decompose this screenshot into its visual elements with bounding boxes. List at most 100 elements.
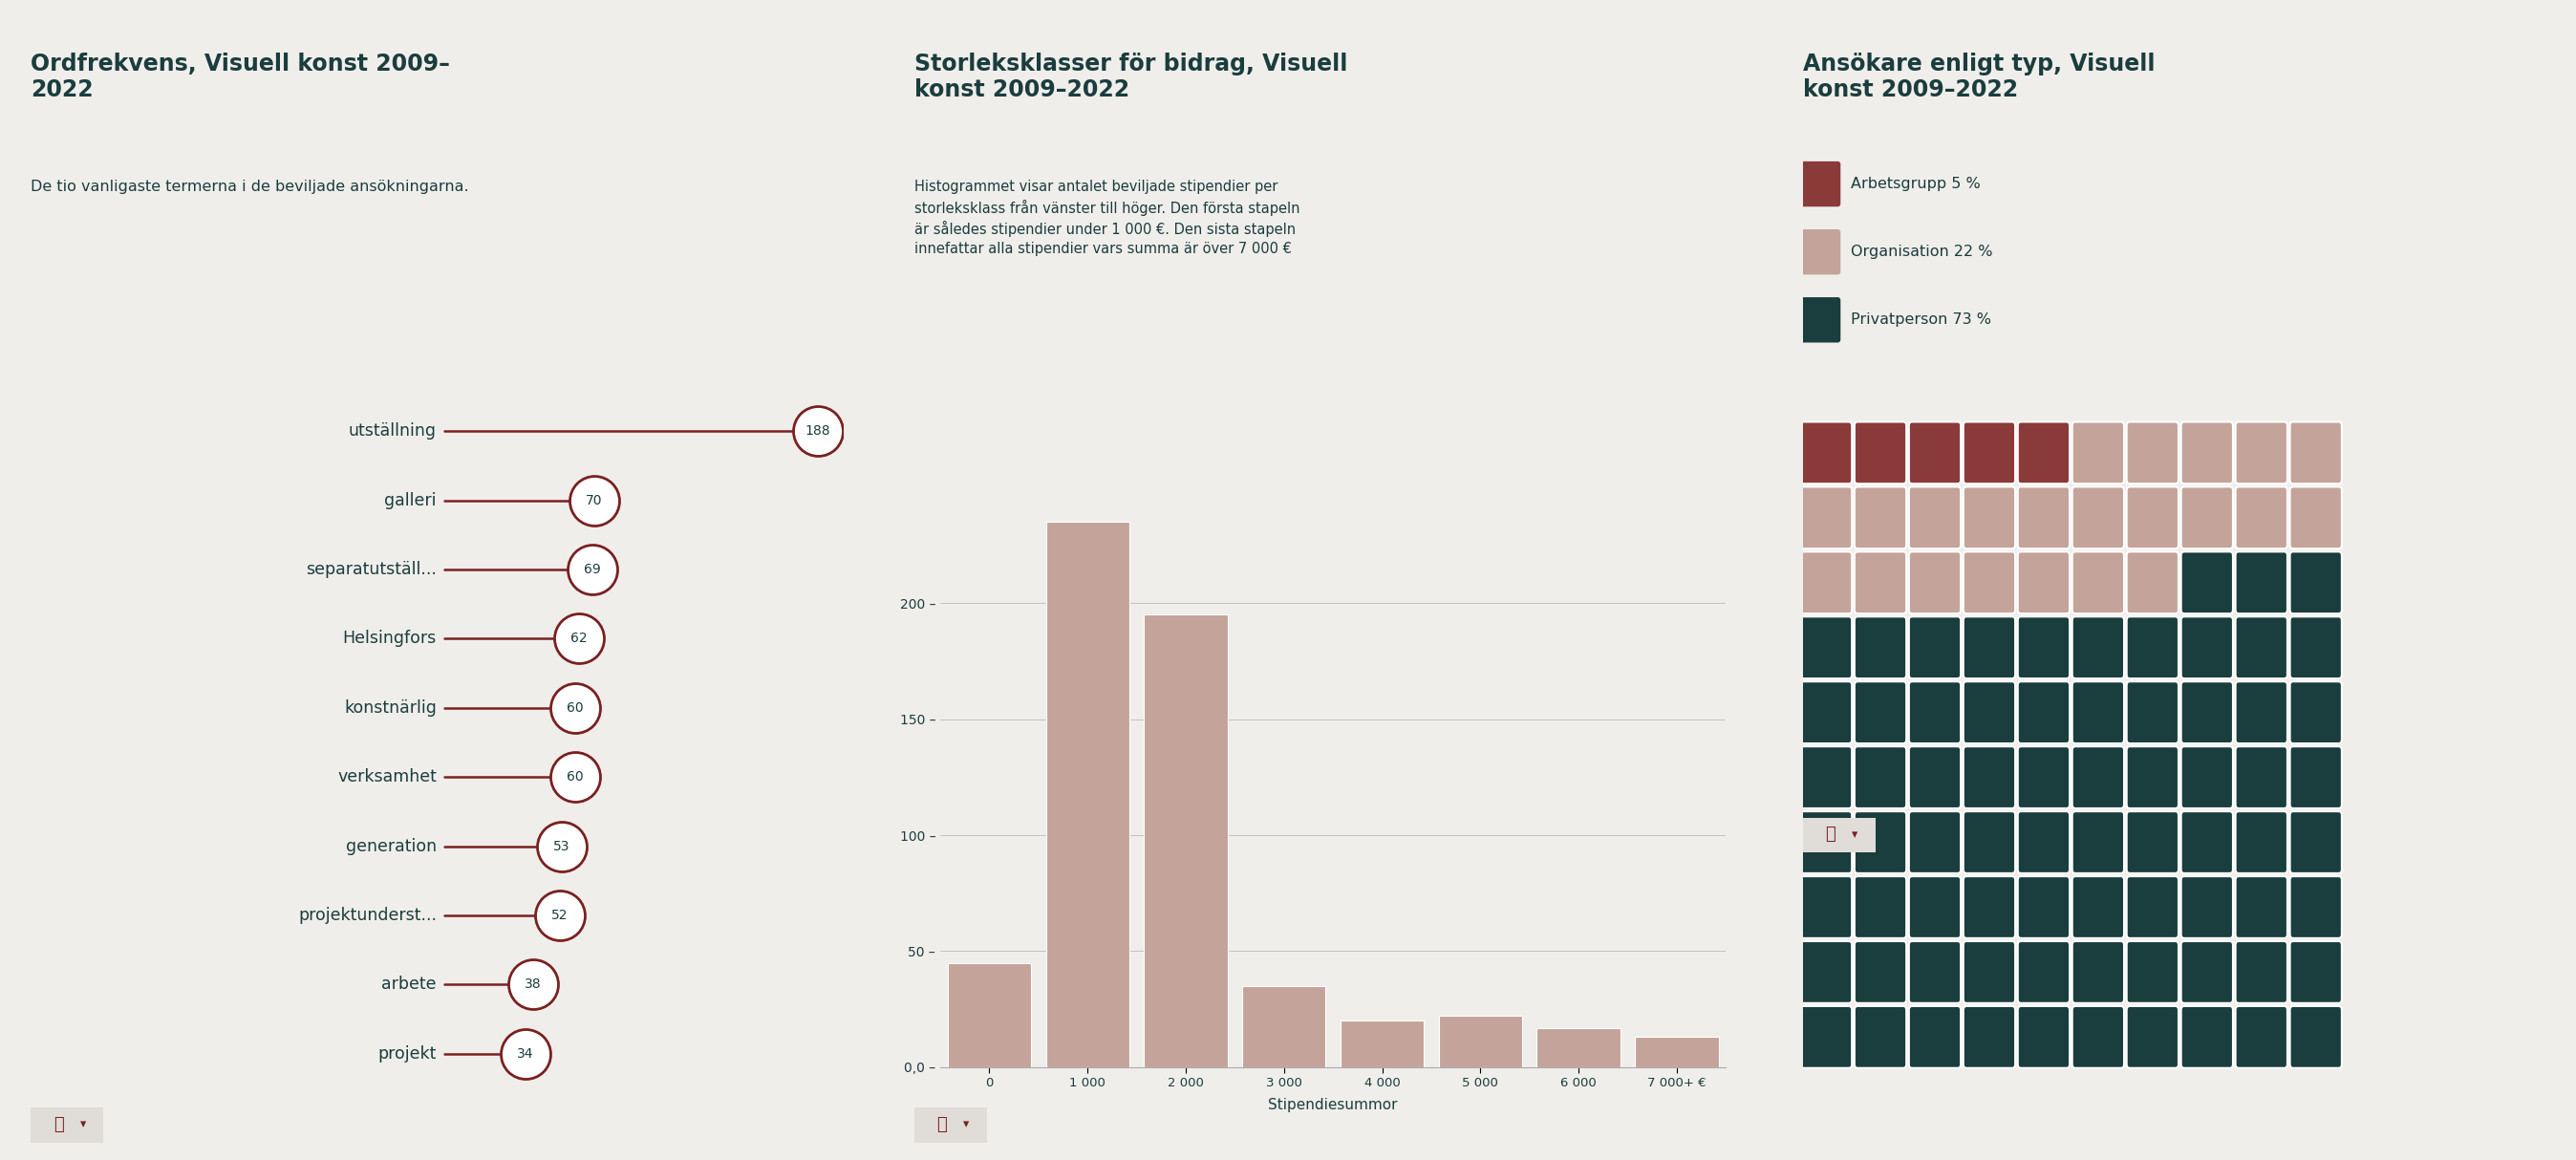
Text: generation: generation bbox=[345, 838, 438, 855]
FancyBboxPatch shape bbox=[2071, 811, 2125, 873]
FancyBboxPatch shape bbox=[1801, 811, 1852, 873]
FancyBboxPatch shape bbox=[1855, 487, 1906, 549]
FancyBboxPatch shape bbox=[2017, 682, 2069, 744]
FancyBboxPatch shape bbox=[1801, 1006, 1852, 1068]
Bar bbox=[1242, 986, 1327, 1067]
Point bbox=[554, 698, 595, 717]
FancyBboxPatch shape bbox=[2236, 876, 2287, 938]
FancyBboxPatch shape bbox=[1963, 811, 2014, 873]
FancyBboxPatch shape bbox=[1801, 682, 1852, 744]
FancyBboxPatch shape bbox=[1963, 941, 2014, 1003]
FancyBboxPatch shape bbox=[2290, 746, 2342, 809]
FancyBboxPatch shape bbox=[1963, 876, 2014, 938]
Point bbox=[513, 976, 554, 994]
FancyBboxPatch shape bbox=[2290, 617, 2342, 679]
FancyBboxPatch shape bbox=[2290, 811, 2342, 873]
Text: 34: 34 bbox=[518, 1047, 533, 1060]
FancyBboxPatch shape bbox=[2017, 552, 2069, 614]
FancyBboxPatch shape bbox=[1909, 746, 1960, 809]
Text: 188: 188 bbox=[806, 425, 829, 437]
FancyBboxPatch shape bbox=[2071, 746, 2125, 809]
FancyBboxPatch shape bbox=[2236, 746, 2287, 809]
Text: 62: 62 bbox=[569, 632, 587, 645]
FancyBboxPatch shape bbox=[2290, 422, 2342, 484]
FancyBboxPatch shape bbox=[2182, 811, 2233, 873]
FancyBboxPatch shape bbox=[2236, 682, 2287, 744]
FancyBboxPatch shape bbox=[1909, 422, 1960, 484]
FancyBboxPatch shape bbox=[1963, 682, 2014, 744]
FancyBboxPatch shape bbox=[1909, 617, 1960, 679]
FancyBboxPatch shape bbox=[2128, 746, 2179, 809]
Point bbox=[538, 906, 580, 925]
FancyBboxPatch shape bbox=[1801, 297, 1839, 342]
FancyBboxPatch shape bbox=[2290, 552, 2342, 614]
FancyBboxPatch shape bbox=[1801, 746, 1852, 809]
FancyBboxPatch shape bbox=[2128, 422, 2179, 484]
FancyBboxPatch shape bbox=[2236, 617, 2287, 679]
FancyBboxPatch shape bbox=[1801, 617, 1852, 679]
FancyBboxPatch shape bbox=[1963, 1006, 2014, 1068]
Text: 60: 60 bbox=[567, 701, 582, 715]
Text: arbete: arbete bbox=[381, 976, 438, 993]
Text: ▾: ▾ bbox=[80, 1118, 85, 1131]
FancyBboxPatch shape bbox=[1909, 876, 1960, 938]
Point bbox=[799, 422, 840, 441]
Text: ▾: ▾ bbox=[963, 1118, 969, 1131]
Text: De tio vanligaste termerna i de beviljade ansökningarna.: De tio vanligaste termerna i de beviljad… bbox=[31, 180, 469, 194]
FancyBboxPatch shape bbox=[2071, 682, 2125, 744]
FancyBboxPatch shape bbox=[2182, 487, 2233, 549]
FancyBboxPatch shape bbox=[2071, 876, 2125, 938]
Text: ⤓: ⤓ bbox=[54, 1116, 64, 1133]
FancyBboxPatch shape bbox=[2290, 682, 2342, 744]
FancyBboxPatch shape bbox=[2236, 487, 2287, 549]
FancyBboxPatch shape bbox=[1855, 682, 1906, 744]
Text: galleri: galleri bbox=[384, 492, 438, 509]
FancyBboxPatch shape bbox=[2236, 811, 2287, 873]
FancyBboxPatch shape bbox=[2017, 941, 2069, 1003]
Text: 69: 69 bbox=[585, 563, 600, 577]
Text: Organisation 22 %: Organisation 22 % bbox=[1850, 245, 1994, 259]
FancyBboxPatch shape bbox=[1801, 487, 1852, 549]
FancyBboxPatch shape bbox=[1855, 811, 1906, 873]
FancyBboxPatch shape bbox=[1801, 422, 1852, 484]
Text: konstnärlig: konstnärlig bbox=[345, 699, 438, 717]
X-axis label: Stipendiesummor: Stipendiesummor bbox=[1267, 1097, 1399, 1112]
FancyBboxPatch shape bbox=[1963, 617, 2014, 679]
Text: projektunderst...: projektunderst... bbox=[299, 907, 438, 923]
FancyBboxPatch shape bbox=[2182, 422, 2233, 484]
Bar bbox=[1636, 1037, 1718, 1067]
Text: verksamhet: verksamhet bbox=[337, 768, 438, 785]
FancyBboxPatch shape bbox=[1963, 552, 2014, 614]
FancyBboxPatch shape bbox=[1909, 941, 1960, 1003]
FancyBboxPatch shape bbox=[1855, 876, 1906, 938]
FancyBboxPatch shape bbox=[2017, 876, 2069, 938]
FancyBboxPatch shape bbox=[2017, 811, 2069, 873]
Bar bbox=[948, 963, 1030, 1067]
Text: projekt: projekt bbox=[379, 1045, 438, 1063]
FancyBboxPatch shape bbox=[1855, 552, 1906, 614]
Text: Ordfrekvens, Visuell konst 2009–
2022: Ordfrekvens, Visuell konst 2009– 2022 bbox=[31, 52, 451, 102]
FancyBboxPatch shape bbox=[2071, 487, 2125, 549]
Text: Histogrammet visar antalet beviljade stipendier per
storleksklass från vänster t: Histogrammet visar antalet beviljade sti… bbox=[914, 180, 1301, 256]
Point bbox=[572, 560, 613, 579]
Text: 70: 70 bbox=[585, 494, 603, 507]
FancyBboxPatch shape bbox=[2236, 941, 2287, 1003]
Point bbox=[559, 630, 600, 648]
FancyBboxPatch shape bbox=[2128, 617, 2179, 679]
FancyBboxPatch shape bbox=[2182, 876, 2233, 938]
Point bbox=[554, 768, 595, 786]
FancyBboxPatch shape bbox=[2128, 941, 2179, 1003]
Text: Helsingfors: Helsingfors bbox=[343, 630, 438, 647]
FancyBboxPatch shape bbox=[1855, 617, 1906, 679]
FancyBboxPatch shape bbox=[2017, 1006, 2069, 1068]
FancyBboxPatch shape bbox=[1963, 487, 2014, 549]
FancyBboxPatch shape bbox=[1909, 811, 1960, 873]
FancyBboxPatch shape bbox=[2071, 1006, 2125, 1068]
FancyBboxPatch shape bbox=[1909, 682, 1960, 744]
FancyBboxPatch shape bbox=[2071, 617, 2125, 679]
FancyBboxPatch shape bbox=[2017, 746, 2069, 809]
Text: Ansökare enligt typ, Visuell
konst 2009–2022: Ansökare enligt typ, Visuell konst 2009–… bbox=[1803, 52, 2156, 102]
Point bbox=[541, 836, 582, 855]
FancyBboxPatch shape bbox=[2128, 1006, 2179, 1068]
Text: 53: 53 bbox=[554, 840, 569, 853]
